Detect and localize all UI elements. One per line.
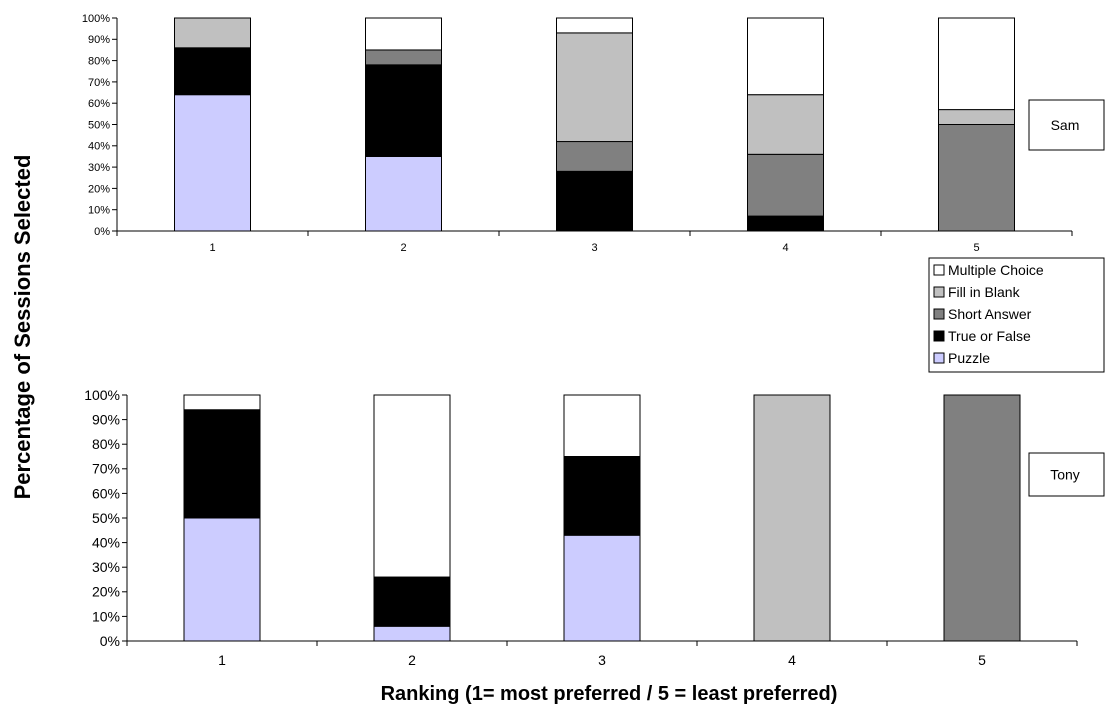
legend-swatch bbox=[933, 286, 945, 298]
x-tick-label: 5 bbox=[973, 242, 979, 254]
x-tick-label: 1 bbox=[209, 242, 215, 254]
bar-segment-puzzle bbox=[373, 625, 451, 642]
bar-segment-puzzle bbox=[183, 517, 261, 642]
bar-segment-true-or-false bbox=[373, 576, 451, 627]
y-tick-label: 60% bbox=[88, 98, 110, 110]
y-tick-label: 50% bbox=[88, 119, 110, 131]
bar-segment-true-or-false bbox=[365, 64, 442, 157]
y-tick-label: 90% bbox=[88, 34, 110, 46]
bar-segment-short-answer bbox=[747, 153, 824, 217]
x-tick-label: 3 bbox=[591, 242, 597, 254]
legend-label: True or False bbox=[948, 328, 1031, 344]
bar-segment-multiple-choice bbox=[747, 17, 824, 96]
legend-label: Puzzle bbox=[948, 350, 990, 366]
bar-segment-fill-in-blank bbox=[747, 94, 824, 155]
legend-label: Fill in Blank bbox=[948, 284, 1021, 300]
y-tick-label: 50% bbox=[92, 510, 120, 526]
bar-segment-fill-in-blank bbox=[938, 109, 1015, 125]
y-tick-label: 70% bbox=[88, 77, 110, 89]
legend-label: Short Answer bbox=[948, 306, 1032, 322]
x-tick-label: 4 bbox=[788, 652, 796, 668]
panel-name-box bbox=[1028, 452, 1105, 497]
y-tick-label: 60% bbox=[92, 485, 120, 501]
bar-segment-true-or-false bbox=[747, 215, 824, 232]
x-tick-label: 3 bbox=[598, 652, 606, 668]
bar-segment-multiple-choice bbox=[183, 394, 261, 411]
x-tick-label: 2 bbox=[408, 652, 416, 668]
panel-sam: 0% 10% 20% 30% 40% 50% 60% 70% 80% 90% 100% 1 2 3 4 5 Sa… bbox=[82, 13, 1105, 254]
x-axis-title: Ranking (1= most preferred / 5 = least p… bbox=[381, 683, 838, 705]
legend-box bbox=[928, 257, 1105, 373]
bar-segment-short-answer bbox=[938, 124, 1015, 232]
bar-segment-multiple-choice bbox=[365, 17, 442, 51]
panel-name-label: Sam bbox=[1051, 117, 1080, 133]
bar-segment-multiple-choice bbox=[938, 17, 1015, 111]
legend: Multiple Choice Fill in Blank Short Answer… bbox=[928, 257, 1105, 373]
x-tick-label: 2 bbox=[400, 242, 406, 254]
bar-segment-short-answer bbox=[556, 141, 633, 172]
y-tick-label: 100% bbox=[84, 387, 120, 403]
x-tick-label: 5 bbox=[978, 652, 986, 668]
bar-segment-multiple-choice bbox=[373, 394, 451, 578]
y-tick-label: 70% bbox=[92, 461, 120, 477]
bar-segment-fill-in-blank bbox=[753, 394, 831, 642]
panel-tony: 0% 10% 20% 30% 40% 50% 60% 70% 80% 90% 100% 1 2 3 4 5 To… bbox=[84, 387, 1105, 668]
panel-name-box bbox=[1028, 99, 1105, 151]
x-tick-label: 4 bbox=[782, 242, 788, 254]
bar-segment-true-or-false bbox=[556, 170, 633, 232]
legend-swatch bbox=[933, 330, 945, 342]
bar-segment-true-or-false bbox=[174, 47, 251, 96]
bar-segment-true-or-false bbox=[183, 409, 261, 519]
bar-segment-puzzle bbox=[174, 94, 251, 232]
y-axis-title: Percentage of Sessions Selected bbox=[10, 155, 35, 500]
y-tick-label: 100% bbox=[82, 13, 110, 25]
bar-segment-multiple-choice bbox=[563, 394, 641, 457]
y-tick-label: 40% bbox=[88, 141, 110, 153]
bar-segment-fill-in-blank bbox=[174, 17, 251, 49]
bar-segment-puzzle bbox=[563, 534, 641, 642]
y-tick-label: 0% bbox=[100, 633, 120, 649]
y-tick-label: 10% bbox=[92, 608, 120, 624]
y-tick-label: 30% bbox=[92, 559, 120, 575]
bar-segment-fill-in-blank bbox=[556, 32, 633, 143]
bar-segment-short-answer bbox=[365, 49, 442, 66]
y-tick-label: 0% bbox=[94, 226, 110, 238]
y-tick-label: 20% bbox=[88, 183, 110, 195]
x-tick-label: 1 bbox=[218, 652, 226, 668]
legend-swatch bbox=[933, 264, 945, 276]
y-tick-label: 80% bbox=[92, 436, 120, 452]
bar-segment-short-answer bbox=[943, 394, 1021, 642]
y-tick-label: 40% bbox=[92, 535, 120, 551]
bar-segment-multiple-choice bbox=[556, 17, 633, 34]
y-tick-label: 10% bbox=[88, 205, 110, 217]
y-tick-label: 80% bbox=[88, 55, 110, 67]
y-tick-label: 20% bbox=[92, 584, 120, 600]
panel-name-label: Tony bbox=[1050, 467, 1080, 483]
legend-label: Multiple Choice bbox=[948, 262, 1044, 278]
bar-segment-puzzle bbox=[365, 155, 442, 232]
legend-swatch bbox=[933, 352, 945, 364]
legend-swatch bbox=[933, 308, 945, 320]
y-tick-label: 90% bbox=[92, 412, 120, 428]
bar-segment-true-or-false bbox=[563, 456, 641, 536]
y-tick-label: 30% bbox=[88, 162, 110, 174]
